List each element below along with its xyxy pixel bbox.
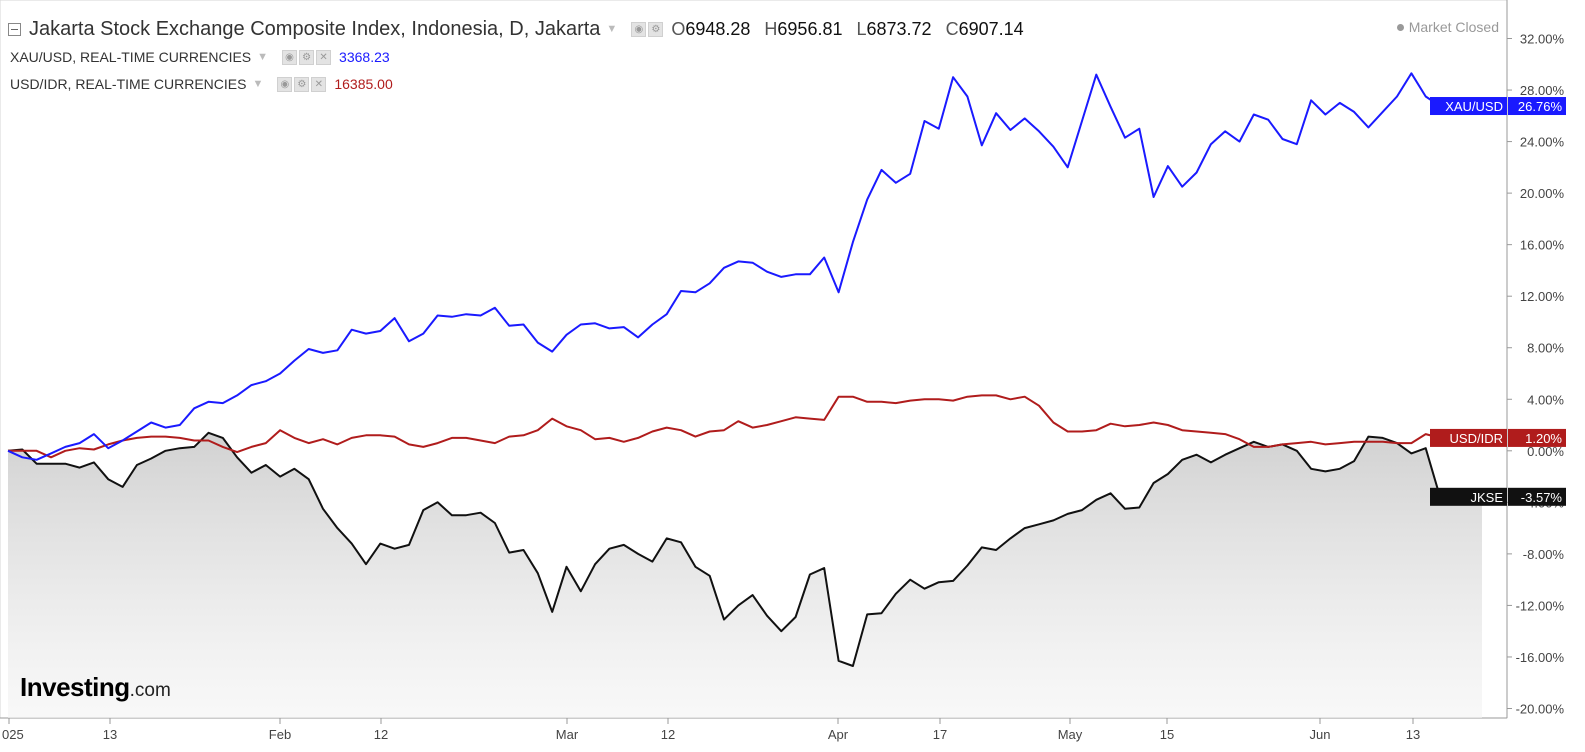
y-tick-label: 24.00% xyxy=(1520,135,1565,150)
investing-logo: Investing.com xyxy=(20,672,171,703)
price-tag-name: JKSE xyxy=(1470,490,1503,505)
price-tag-value-background xyxy=(1508,487,1566,506)
price-tag-background xyxy=(1430,487,1507,506)
y-tick-label: -12.00% xyxy=(1516,598,1565,613)
ohlc-readout: O6948.28 H6956.81 L6873.72 C6907.14 xyxy=(671,19,1023,40)
collapse-icon[interactable] xyxy=(8,22,21,36)
gear-icon[interactable]: ⚙ xyxy=(294,76,310,92)
price-tag-background xyxy=(1430,428,1507,447)
x-tick-label: Feb xyxy=(269,727,291,742)
y-tick-label: 16.00% xyxy=(1520,238,1565,253)
x-tick-label: 15 xyxy=(1160,727,1174,742)
price-tag-name: USD/IDR xyxy=(1450,431,1503,446)
y-tick-label: 12.00% xyxy=(1520,289,1565,304)
y-tick-label: -20.00% xyxy=(1516,702,1565,717)
legend-series-name: USD/IDR, REAL-TIME CURRENCIES xyxy=(10,76,247,92)
ohlc-value: 6948.28 xyxy=(685,18,751,39)
price-tag-name: XAU/USD xyxy=(1445,99,1503,114)
x-tick-label: May xyxy=(1058,727,1083,742)
ohlc-key: L xyxy=(856,18,867,39)
ohlc-key: H xyxy=(764,18,778,39)
logo-suffix: .com xyxy=(129,680,171,701)
chevron-down-icon[interactable]: ▼ xyxy=(606,23,618,35)
x-tick-label: 12 xyxy=(374,727,388,742)
y-tick-label: 4.00% xyxy=(1527,392,1564,407)
close-icon[interactable]: ✕ xyxy=(316,49,332,65)
price-tag-value-background xyxy=(1508,428,1566,447)
legend-xauusd: XAU/USD, REAL-TIME CURRENCIES ▼ ◉ ⚙ ✕ 33… xyxy=(10,47,390,67)
chart-title: Jakarta Stock Exchange Composite Index, … xyxy=(29,17,601,40)
price-tag-xau-usd: XAU/USD 26.76% xyxy=(1430,97,1566,116)
x-tick-label: Mar xyxy=(556,727,579,742)
x-tick-label: 12 xyxy=(661,727,675,742)
x-tick-label: 13 xyxy=(103,727,117,742)
ohlc-key: C xyxy=(945,18,959,39)
gear-icon[interactable]: ⚙ xyxy=(299,49,315,65)
chevron-down-icon[interactable]: ▼ xyxy=(252,78,264,90)
market-status-label: Market Closed xyxy=(1408,19,1499,35)
price-tag-value: -3.57% xyxy=(1521,490,1563,505)
y-tick-label: -16.00% xyxy=(1516,650,1565,665)
legend-series-value: 3368.23 xyxy=(339,49,390,65)
jkse-area-fill xyxy=(8,432,1482,718)
x-tick-label: 025 xyxy=(2,727,24,742)
ohlc-value: 6956.81 xyxy=(777,18,843,39)
x-tick-label: 17 xyxy=(933,727,947,742)
y-tick-label: 8.00% xyxy=(1527,341,1564,356)
price-tag-value-background xyxy=(1508,97,1566,116)
price-tag-background xyxy=(1430,97,1507,116)
series-controls: ◉ ⚙ ✕ xyxy=(277,76,327,92)
x-tick-label: Jun xyxy=(1310,727,1331,742)
y-tick-label: 0.00% xyxy=(1527,444,1564,459)
chart-header: Jakarta Stock Exchange Composite Index, … xyxy=(8,15,1024,43)
series-controls: ◉ ⚙ ✕ xyxy=(282,49,332,65)
legend-usdidr: USD/IDR, REAL-TIME CURRENCIES ▼ ◉ ⚙ ✕ 16… xyxy=(10,74,393,94)
legend-series-value: 16385.00 xyxy=(334,76,393,92)
y-tick-label: 20.00% xyxy=(1520,186,1565,201)
eye-icon[interactable]: ◉ xyxy=(277,76,293,92)
y-tick-label: 28.00% xyxy=(1520,83,1565,98)
ohlc-key: O xyxy=(671,18,686,39)
y-tick-label: 32.00% xyxy=(1520,32,1565,47)
chevron-down-icon[interactable]: ▼ xyxy=(257,51,269,63)
close-icon[interactable]: ✕ xyxy=(311,76,327,92)
eye-icon[interactable]: ◉ xyxy=(631,21,647,37)
price-tag-jkse: JKSE -3.57% xyxy=(1430,487,1566,506)
eye-icon[interactable]: ◉ xyxy=(282,49,298,65)
series-line-xau-usd[interactable] xyxy=(7,72,1441,461)
price-tag-usd-idr: USD/IDR 1.20% xyxy=(1430,428,1566,447)
x-tick-label: 13 xyxy=(1406,727,1420,742)
market-status: Market Closed xyxy=(1396,19,1499,35)
status-dot-icon xyxy=(1396,23,1404,31)
y-tick-label: -8.00% xyxy=(1523,547,1565,562)
series-line-usd-idr[interactable] xyxy=(8,394,1441,459)
price-tag-value: 1.20% xyxy=(1525,431,1562,446)
ohlc-value: 6873.72 xyxy=(866,18,932,39)
ohlc-value: 6907.14 xyxy=(958,18,1024,39)
series-controls: ◉ ⚙ xyxy=(631,21,664,37)
series-line-jkse[interactable] xyxy=(7,431,1441,667)
logo-wordmark: Investing xyxy=(20,672,130,702)
x-tick-label: Apr xyxy=(828,727,849,742)
gear-icon[interactable]: ⚙ xyxy=(648,21,664,37)
legend-series-name: XAU/USD, REAL-TIME CURRENCIES xyxy=(10,49,252,65)
price-tag-value: 26.76% xyxy=(1518,99,1563,114)
